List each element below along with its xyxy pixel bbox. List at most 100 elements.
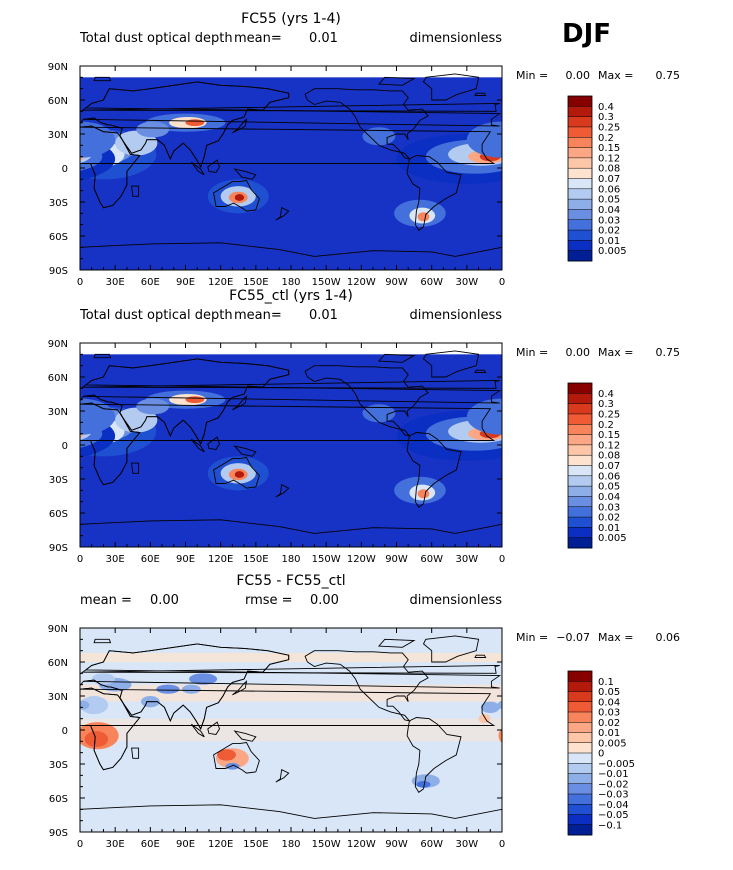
lat-tick-label: 30N xyxy=(48,407,68,418)
field-contour-24 xyxy=(80,121,116,158)
colorbar-swatch xyxy=(568,209,592,221)
map-field xyxy=(80,343,502,547)
lat-tick-label: 30N xyxy=(48,692,68,703)
panel-mean-value: 0.00 xyxy=(150,593,179,608)
colorbar-label: −0.01 xyxy=(598,769,629,780)
stat-min-value: 0.00 xyxy=(566,346,591,359)
lon-tick-label: 0 xyxy=(499,277,505,288)
lat-tick-label: 60N xyxy=(48,96,68,107)
lat-tick-label: 0 xyxy=(62,726,68,737)
colorbar-label: −0.05 xyxy=(598,810,629,821)
coastline-iceland xyxy=(474,92,487,96)
lon-tick-label: 0 xyxy=(77,277,83,288)
colorbar-swatch xyxy=(568,383,592,394)
colorbar-swatch xyxy=(568,147,592,159)
colorbar-label: 0.005 xyxy=(598,738,627,749)
coastline-borneo xyxy=(207,721,220,735)
coastline-new-guinea xyxy=(233,445,257,457)
stat-max-label: Max = xyxy=(598,346,633,359)
colorbar-swatch xyxy=(568,722,592,733)
coastline-sumatra xyxy=(191,438,205,453)
field-contour-wrap-1 xyxy=(498,728,502,744)
colorbar-swatch xyxy=(568,773,592,785)
lon-tick-label: 30E xyxy=(106,839,125,850)
colorbar-swatch xyxy=(568,157,592,169)
colorbar-label: −0.02 xyxy=(598,779,629,790)
coastline-iceland xyxy=(474,654,487,658)
field-contour-10 xyxy=(136,398,170,415)
field-contour-9 xyxy=(185,119,205,127)
coastline-sumatra xyxy=(191,723,205,738)
colorbar-swatch xyxy=(568,671,592,682)
field-contour-wrap-21 xyxy=(80,429,84,438)
coastline-japan xyxy=(232,680,248,696)
colorbar-swatch xyxy=(568,814,592,826)
panel-rmse-value: 0.00 xyxy=(310,593,339,608)
colorbar-label: 0.4 xyxy=(598,389,614,400)
coastline-new-guinea xyxy=(233,730,257,742)
colorbar-label: 0.005 xyxy=(598,533,627,544)
lon-tick-label: 60E xyxy=(141,554,160,565)
stat-min-label: Min = xyxy=(516,69,548,82)
lon-tick-label: 0 xyxy=(499,839,505,850)
lat-tick-label: 90S xyxy=(49,543,68,554)
panel-title: FC55 - FC55_ctl xyxy=(236,573,345,589)
coastlines xyxy=(80,350,502,547)
colorbar-label: 0.03 xyxy=(598,502,620,513)
panel-field-label: Total dust optical depth xyxy=(79,31,233,46)
coastline-south-america xyxy=(406,155,462,231)
map-field xyxy=(80,66,502,270)
field-contour-9 xyxy=(185,396,205,404)
colorbar-label: 0.25 xyxy=(598,122,620,133)
lon-tick-label: 30W xyxy=(456,554,479,565)
lat-tick-label: 30S xyxy=(49,475,68,486)
colorbar-swatch xyxy=(568,455,592,466)
coastlines xyxy=(80,635,502,832)
field-contour-7 xyxy=(181,684,201,694)
lat-tick-label: 30S xyxy=(49,760,68,771)
anomaly-band-north xyxy=(80,652,502,662)
colorbar-swatch xyxy=(568,742,592,754)
panel-rmse-label: rmse = xyxy=(245,593,293,608)
colorbar-swatch xyxy=(568,424,592,435)
colorbar-label: 0.01 xyxy=(598,728,620,739)
colorbar-swatch xyxy=(568,712,592,723)
lon-tick-label: 120E xyxy=(208,839,233,850)
lon-tick-label: 150E xyxy=(243,839,268,850)
colorbar-label: 0.02 xyxy=(598,226,620,237)
lon-tick-label: 150W xyxy=(312,554,341,565)
field-contour-10 xyxy=(136,121,170,138)
colorbar-swatch xyxy=(568,393,592,405)
colorbar-swatch xyxy=(568,537,592,549)
colorbar-swatch xyxy=(568,701,592,713)
coastline-north-america xyxy=(304,365,429,437)
coastline-greenland xyxy=(422,635,480,663)
polar-no-data xyxy=(80,66,502,78)
season-label: DJF xyxy=(562,19,611,49)
coastline-australia xyxy=(213,742,260,774)
lat-tick-label: 60N xyxy=(48,658,68,669)
lon-tick-label: 90E xyxy=(176,277,195,288)
map-field xyxy=(80,628,502,832)
lon-tick-label: 60W xyxy=(420,554,443,565)
panel-units: dimensionless xyxy=(410,308,503,323)
coastline-eurasia-west xyxy=(80,81,290,168)
colorbar-label: −0.1 xyxy=(598,820,622,831)
colorbar-label: −0.005 xyxy=(598,759,635,770)
field-contour-9 xyxy=(217,749,236,761)
panel-mean-label: mean = xyxy=(80,593,132,608)
lat-tick-label: 90N xyxy=(48,624,68,635)
colorbar-swatch xyxy=(568,413,592,425)
colorbar-swatch xyxy=(568,230,592,241)
colorbar-label: 0.2 xyxy=(598,133,614,144)
lat-tick-label: 60S xyxy=(49,794,68,805)
lon-tick-label: 120W xyxy=(347,839,376,850)
colorbar-label: 0.08 xyxy=(598,164,620,175)
lon-tick-label: 180 xyxy=(281,839,300,850)
panel-mean-label: mean= xyxy=(234,308,282,323)
lat-tick-label: 90N xyxy=(48,62,68,73)
lon-tick-label: 90W xyxy=(385,554,408,565)
panel-title: FC55 (yrs 1-4) xyxy=(241,11,341,27)
